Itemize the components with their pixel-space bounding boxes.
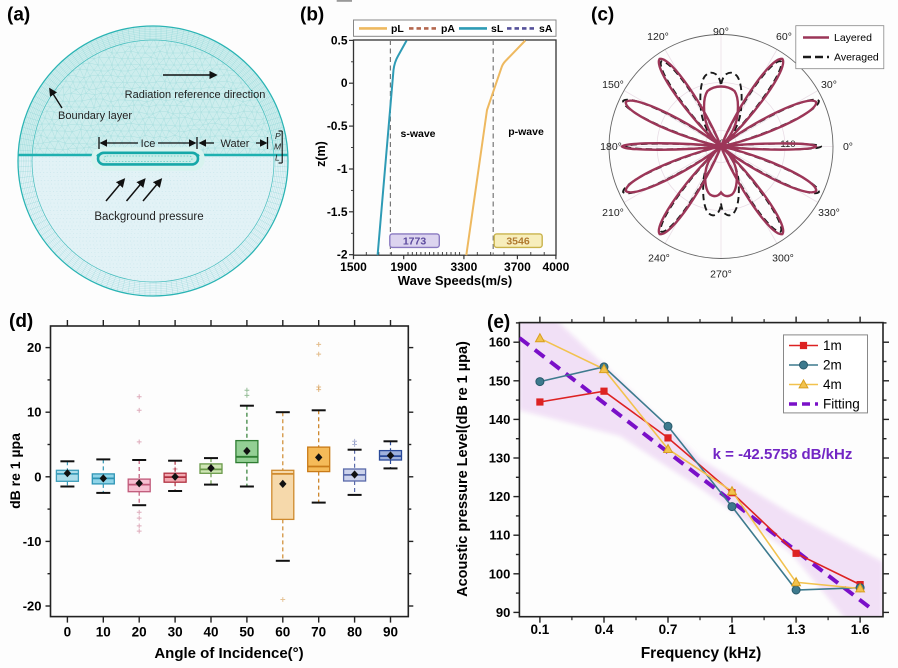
svg-text:pA: pA <box>441 23 455 35</box>
svg-text:120: 120 <box>489 489 511 504</box>
svg-text:330°: 330° <box>818 207 840 219</box>
svg-text:30: 30 <box>168 625 183 640</box>
svg-text:Boundary layer: Boundary layer <box>58 110 132 122</box>
svg-text:140: 140 <box>489 412 511 427</box>
svg-text:50: 50 <box>239 625 254 640</box>
svg-text:Averaged: Averaged <box>834 52 879 64</box>
svg-text:0.4: 0.4 <box>595 622 614 637</box>
svg-text:Background pressure: Background pressure <box>94 211 203 223</box>
svg-text:(b): (b) <box>300 5 324 26</box>
svg-text:L: L <box>275 153 280 163</box>
svg-text:240°: 240° <box>648 253 670 265</box>
svg-text:-1: -1 <box>337 162 348 176</box>
svg-text:3700: 3700 <box>504 260 531 274</box>
svg-text:90: 90 <box>496 605 510 620</box>
svg-text:z(m): z(m) <box>314 141 328 167</box>
svg-text:Acoustic pressure Level(dB re: Acoustic pressure Level(dB re 1 µpa) <box>455 341 471 597</box>
svg-text:sA: sA <box>539 23 553 35</box>
svg-text:s-wave: s-wave <box>400 128 435 140</box>
svg-text:270°: 270° <box>710 269 732 281</box>
svg-text:60: 60 <box>275 625 290 640</box>
svg-text:160: 160 <box>489 335 511 350</box>
svg-text:150: 150 <box>489 373 511 388</box>
svg-text:0: 0 <box>64 625 72 640</box>
svg-text:sL: sL <box>491 23 504 35</box>
svg-text:4000: 4000 <box>543 260 570 274</box>
svg-text:3546: 3546 <box>506 235 530 247</box>
svg-text:0°: 0° <box>843 141 853 153</box>
svg-text:P: P <box>275 131 281 141</box>
svg-text:1.3: 1.3 <box>787 622 806 637</box>
svg-text:-1.5: -1.5 <box>327 205 348 219</box>
svg-text:300°: 300° <box>772 253 794 265</box>
svg-text:Water: Water <box>221 138 250 150</box>
svg-text:210°: 210° <box>602 207 624 219</box>
svg-text:(e): (e) <box>487 312 510 333</box>
svg-text:1500: 1500 <box>340 260 367 274</box>
svg-text:1m: 1m <box>823 338 842 353</box>
svg-text:0.7: 0.7 <box>659 622 678 637</box>
svg-text:pL: pL <box>391 23 404 35</box>
svg-text:M: M <box>274 142 282 152</box>
svg-text:20: 20 <box>27 340 41 355</box>
svg-text:10: 10 <box>27 405 41 420</box>
svg-text:20: 20 <box>132 625 147 640</box>
svg-text:k = -42.5758 dB/kHz: k = -42.5758 dB/kHz <box>713 446 853 463</box>
svg-text:Fitting: Fitting <box>823 397 860 412</box>
svg-text:Radiation reference direction: Radiation reference direction <box>125 89 266 101</box>
svg-text:0.5: 0.5 <box>331 33 348 47</box>
svg-text:Frequency (kHz): Frequency (kHz) <box>641 645 762 662</box>
svg-text:1773: 1773 <box>403 235 427 247</box>
svg-text:3300: 3300 <box>451 260 478 274</box>
svg-text:4m: 4m <box>823 377 842 392</box>
svg-text:70: 70 <box>311 625 326 640</box>
svg-text:150°: 150° <box>602 79 624 91</box>
svg-text:90°: 90° <box>713 26 729 38</box>
svg-text:1900: 1900 <box>390 260 417 274</box>
svg-text:p-wave: p-wave <box>508 126 544 138</box>
svg-text:110: 110 <box>489 528 510 543</box>
svg-text:90: 90 <box>383 625 398 640</box>
svg-text:1.6: 1.6 <box>851 622 870 637</box>
svg-text:120°: 120° <box>647 31 669 43</box>
svg-text:40: 40 <box>203 625 218 640</box>
svg-text:Ice: Ice <box>141 138 156 150</box>
svg-text:180°: 180° <box>600 141 622 153</box>
svg-text:10: 10 <box>96 625 111 640</box>
svg-text:80: 80 <box>347 625 362 640</box>
svg-text:30°: 30° <box>821 79 837 91</box>
svg-text:1: 1 <box>728 622 736 637</box>
svg-text:(c): (c) <box>591 5 614 26</box>
svg-text:-2: -2 <box>337 248 348 262</box>
svg-text:-10: -10 <box>23 534 42 549</box>
svg-text:(a): (a) <box>7 5 30 26</box>
svg-text:dB re 1 µpa: dB re 1 µpa <box>7 433 23 509</box>
svg-text:60°: 60° <box>776 31 792 43</box>
svg-text:0.1: 0.1 <box>531 622 550 637</box>
svg-text:(d): (d) <box>9 311 33 332</box>
svg-text:2m: 2m <box>823 358 842 373</box>
svg-text:Wave Speeds(m/s): Wave Speeds(m/s) <box>398 273 512 288</box>
svg-text:Layered: Layered <box>834 32 872 44</box>
svg-text:Angle of Incidence(°): Angle of Incidence(°) <box>154 645 303 662</box>
svg-text:-20: -20 <box>23 599 42 614</box>
svg-text:0: 0 <box>341 76 348 90</box>
svg-text:0: 0 <box>34 469 41 484</box>
svg-text:100: 100 <box>489 566 511 581</box>
svg-text:-0.5: -0.5 <box>327 119 348 133</box>
svg-text:130: 130 <box>489 451 511 466</box>
